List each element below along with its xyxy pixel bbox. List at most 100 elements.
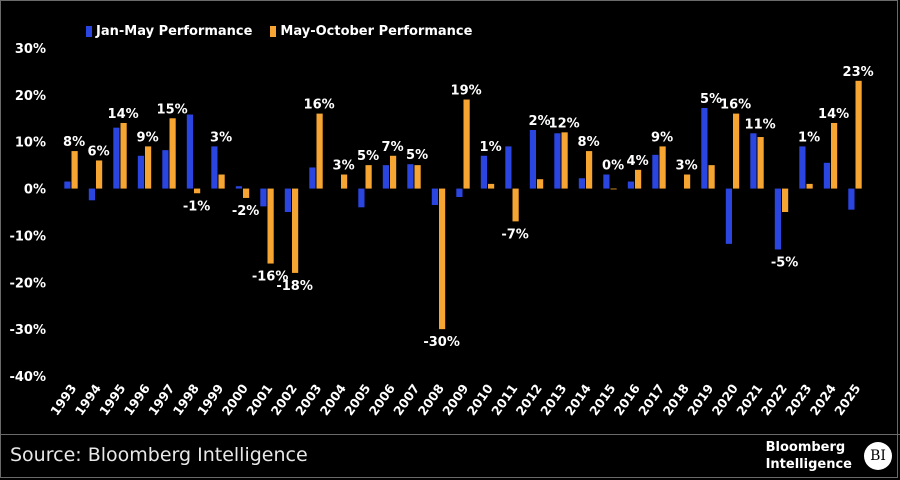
bar-jan-may — [652, 154, 659, 189]
brand-name: Bloomberg Intelligence — [766, 439, 852, 473]
bar-may-october — [855, 80, 862, 189]
data-label: 5% — [357, 149, 379, 164]
x-tick-label: 2025 — [831, 381, 863, 418]
bar-may-october — [806, 183, 813, 189]
data-label: 4% — [627, 154, 649, 169]
bar-may-october — [243, 188, 250, 198]
data-label: 15% — [157, 102, 188, 117]
data-label: -1% — [183, 199, 210, 214]
bar-may-october — [390, 155, 397, 189]
bar-may-october — [586, 151, 593, 189]
data-label: 8% — [578, 135, 600, 150]
bar-jan-may — [480, 155, 487, 189]
data-label: 9% — [651, 130, 673, 145]
legend-swatch-jan-may — [86, 26, 92, 37]
bar-may-october — [733, 113, 740, 189]
bar-may-october — [537, 179, 544, 189]
data-label: -5% — [771, 255, 798, 270]
bar-jan-may — [725, 188, 732, 244]
y-tick-label: -20% — [9, 276, 46, 291]
data-label: 5% — [700, 92, 722, 107]
legend-label-may-october: May-October Performance — [280, 24, 473, 39]
y-tick-label: -40% — [9, 370, 46, 385]
bar-may-october — [831, 122, 838, 189]
bar-jan-may — [529, 130, 536, 189]
data-label: 1% — [480, 140, 502, 155]
bar-jan-may — [578, 178, 585, 189]
bar-may-october — [145, 146, 152, 189]
bar-jan-may — [309, 167, 316, 189]
bar-may-october — [292, 188, 299, 273]
bar-may-october — [659, 146, 666, 189]
data-label: -30% — [423, 335, 460, 350]
bar-may-october — [561, 132, 568, 189]
bar-jan-may — [823, 162, 830, 189]
legend-label-jan-may: Jan-May Performance — [96, 24, 253, 39]
bar-jan-may — [431, 188, 438, 205]
data-label: 19% — [451, 84, 482, 99]
bar-jan-may — [750, 133, 757, 189]
legend-item-jan-may: Jan-May Performance — [86, 24, 252, 39]
chart-legend: Jan-May Performance May-October Performa… — [86, 24, 472, 39]
data-label: 5% — [406, 148, 428, 163]
bar-may-october — [708, 165, 715, 189]
bar-jan-may — [64, 181, 71, 189]
data-label: 23% — [843, 65, 874, 80]
source-note: Source: Bloomberg Intelligence — [10, 444, 308, 466]
bar-jan-may — [235, 186, 242, 189]
bar-jan-may — [284, 188, 291, 212]
bar-may-october — [341, 174, 348, 189]
data-label: 16% — [304, 98, 335, 113]
data-label: 3% — [676, 159, 698, 174]
brand-line-1: Bloomberg — [765, 440, 846, 455]
data-label: 1% — [798, 130, 820, 145]
brand-line-2: Intelligence — [765, 457, 852, 472]
bar-jan-may — [701, 107, 708, 189]
bar-jan-may — [627, 181, 634, 189]
data-label: 2% — [529, 114, 551, 129]
data-label: -7% — [501, 227, 528, 242]
y-tick-label: -30% — [9, 323, 46, 338]
data-label: 12% — [549, 116, 580, 131]
bar-may-october — [757, 137, 764, 189]
bar-may-october — [218, 174, 225, 189]
bar-may-october — [194, 188, 201, 194]
data-label: 6% — [88, 144, 110, 159]
bar-jan-may — [382, 165, 389, 189]
chart-footer: Source: Bloomberg Intelligence Bloomberg… — [0, 434, 900, 480]
bar-jan-may — [603, 174, 610, 189]
data-label: 14% — [818, 107, 849, 122]
bar-jan-may — [88, 188, 95, 201]
y-tick-label: 0% — [24, 183, 46, 198]
bar-jan-may — [456, 188, 463, 198]
bar-jan-may — [799, 146, 806, 189]
data-label: -18% — [276, 279, 313, 294]
bar-jan-may — [554, 133, 561, 189]
data-label: 0% — [602, 159, 624, 174]
y-tick-label: 10% — [15, 136, 46, 151]
bar-jan-may — [186, 114, 193, 189]
bar-jan-may — [162, 150, 169, 189]
bar-may-october — [512, 188, 519, 222]
bar-may-october — [488, 183, 495, 189]
bar-may-october — [684, 174, 691, 189]
bar-jan-may — [113, 127, 120, 189]
bar-may-october — [169, 118, 176, 189]
bar-may-october — [267, 188, 274, 264]
bar-jan-may — [211, 146, 218, 189]
bar-jan-may — [407, 164, 414, 189]
data-label: 9% — [137, 130, 159, 145]
bar-jan-may — [358, 188, 365, 208]
data-label: -2% — [232, 204, 259, 219]
y-tick-label: -10% — [9, 229, 46, 244]
data-label: 3% — [333, 159, 355, 174]
bar-may-october — [316, 113, 323, 189]
bar-may-october — [365, 165, 372, 189]
bar-may-october — [96, 160, 103, 189]
legend-swatch-may-october — [270, 26, 277, 37]
y-tick-label: 30% — [15, 42, 46, 57]
bar-may-october — [120, 122, 127, 189]
legend-item-may-october: May-October Performance — [270, 24, 472, 39]
bar-may-october — [782, 188, 789, 212]
bar-jan-may — [505, 146, 512, 189]
